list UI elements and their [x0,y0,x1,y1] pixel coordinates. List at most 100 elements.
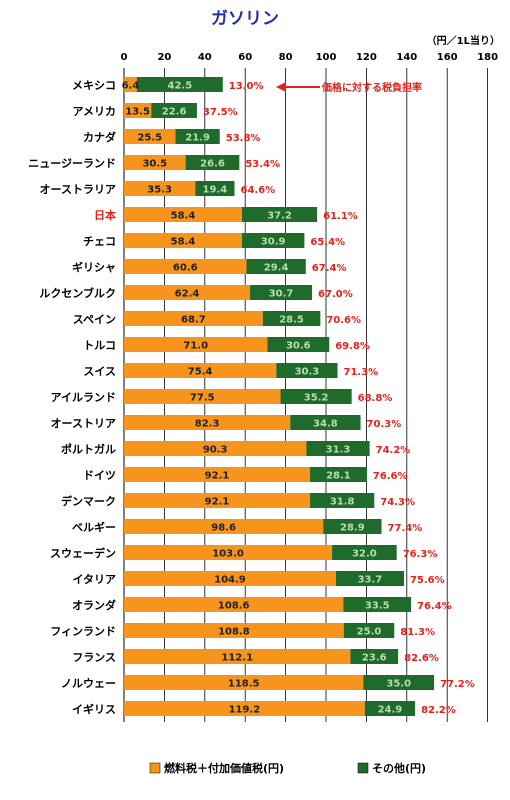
bar-rows: メキシコ 6.4 42.5 13.0% アメリカ 13.5 22.6 37.5% カナダ 25.5… [28,77,475,716]
category-label: オーストラリア [40,183,116,196]
bar-other [276,363,338,378]
tax-ratio-label: 68.8% [358,393,393,404]
tax-ratio-label: 74.2% [376,445,411,456]
bar-fuel-tax [124,545,333,560]
bar-other [310,467,367,482]
tax-ratio-label: 71.3% [344,367,379,378]
annotation-text: 価格に対する税負担率 [321,81,422,94]
bar-other [343,623,395,638]
x-tick-label: 140 [396,52,417,63]
category-label: カナダ [83,130,116,144]
legend: 燃料税＋付加価値税(円) その他(円) [149,761,426,775]
tax-ratio-label: 77.4% [388,523,423,534]
data-label-fuel-tax: 118.5 [228,679,260,690]
legend-swatch-fuel-tax [149,762,161,774]
bar-other [350,649,399,664]
data-label-other: 30.3 [295,367,320,378]
category-label: アメリカ [73,105,116,118]
x-tick-label: 0 [121,52,128,63]
category-label: トルコ [83,339,116,352]
data-label-fuel-tax: 58.4 [171,211,196,222]
data-label-fuel-tax: 108.8 [218,627,250,638]
data-label-other: 31.3 [326,445,351,456]
tax-ratio-label: 61.1% [323,211,358,222]
category-label: アイルランド [51,391,116,404]
bar-fuel-tax [124,155,186,170]
data-label-other: 29.4 [264,263,289,274]
data-label-other: 28.1 [326,471,351,482]
category-label: ルクセンブルク [39,286,116,300]
data-label-fuel-tax: 25.5 [137,133,162,144]
bar-fuel-tax [124,181,196,196]
bar-fuel-tax [124,207,242,222]
data-label-fuel-tax: 119.2 [229,705,261,716]
tax-ratio-label: 64.6% [240,185,275,196]
bar-fuel-tax [124,363,277,378]
data-label-fuel-tax: 6.4 [122,81,140,92]
data-label-fuel-tax: 13.5 [125,107,150,118]
tax-ratio-label: 37.5% [203,107,238,118]
bar-fuel-tax [124,77,137,92]
bar-fuel-tax [124,285,251,300]
bar-other [335,571,404,586]
tax-ratio-label: 76.6% [373,471,408,482]
data-label-other: 28.9 [340,523,365,534]
bar-fuel-tax [124,493,311,508]
bar-fuel-tax [124,311,263,326]
data-label-other: 23.6 [362,653,387,664]
category-label: スウェーデン [50,546,116,560]
chart-title: ガソリン [211,9,279,29]
bar-other [290,415,361,430]
bar-other [136,77,223,92]
data-label-other: 22.6 [162,107,187,118]
category-label: スペイン [73,313,116,326]
data-label-other: 26.6 [200,159,225,170]
bar-fuel-tax [124,103,152,118]
tax-ratio-label: 65.4% [310,237,345,248]
category-label: ノルウェー [61,677,116,690]
data-label-fuel-tax: 71.0 [183,341,208,352]
data-label-other: 34.8 [313,419,338,430]
unit-label: （円／1L当り） [427,34,500,47]
data-label-other: 35.2 [304,393,329,404]
data-label-fuel-tax: 75.4 [188,367,213,378]
tax-ratio-label: 77.2% [440,679,475,690]
data-label-fuel-tax: 60.6 [173,263,198,274]
bar-other [306,441,370,456]
data-label-other: 30.7 [269,289,294,300]
tax-ratio-label: 76.4% [417,601,452,612]
tax-ratio-label: 74.3% [380,497,415,508]
tax-ratio-label: 82.6% [404,653,439,664]
bar-fuel-tax [124,467,311,482]
data-label-fuel-tax: 112.1 [221,653,253,664]
legend-label-fuel-tax: 燃料税＋付加価値税(円) [163,761,284,775]
category-label: フィンランド [50,625,116,638]
data-label-fuel-tax: 30.5 [142,159,167,170]
category-label: ポルトガル [61,442,116,456]
tax-ratio-label: 76.3% [403,549,438,560]
bar-fuel-tax [124,259,247,274]
tax-ratio-label: 53.8% [226,133,261,144]
bar-fuel-tax [124,389,281,404]
tax-ratio-label: 75.6% [410,575,445,586]
data-label-other: 32.0 [352,549,377,560]
bar-fuel-tax [124,441,307,456]
bar-fuel-tax [124,519,324,534]
data-label-other: 19.4 [203,185,228,196]
bar-other [343,597,412,612]
annotation: 価格に対する税負担率 [276,81,422,94]
category-label: ニュージーランド [28,157,116,170]
tax-ratio-label: 69.8% [335,341,370,352]
bar-fuel-tax [124,675,364,690]
bar-fuel-tax [124,337,268,352]
bar-other [175,129,220,144]
bar-other [241,207,318,222]
category-label: ベルギー [72,520,116,534]
data-label-fuel-tax: 92.1 [205,497,230,508]
category-label: メキシコ [72,79,116,92]
data-label-other: 37.2 [267,211,292,222]
x-tick-label: 180 [477,52,498,63]
bar-fuel-tax [124,571,336,586]
data-label-other: 33.7 [358,575,383,586]
